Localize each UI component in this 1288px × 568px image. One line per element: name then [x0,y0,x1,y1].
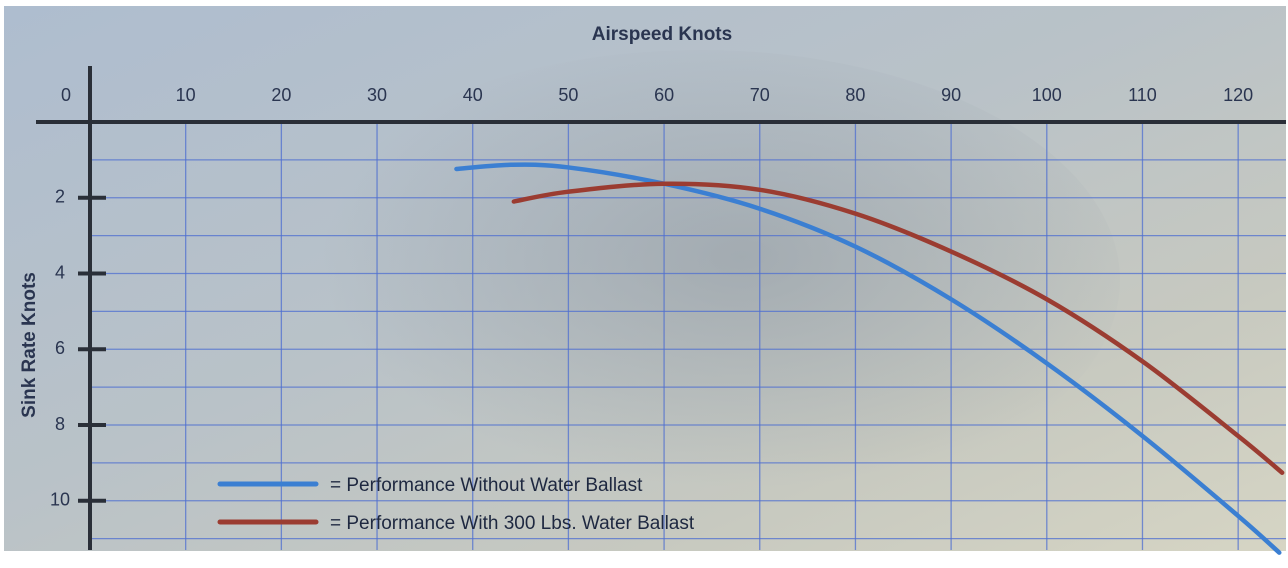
y-tick-label: 4 [55,262,65,282]
lines [454,162,1285,555]
series-line [511,181,1285,475]
x-tick-label: 0 [61,85,71,105]
x-tick-label: 80 [845,85,865,105]
x-tick-label: 110 [1128,85,1157,105]
x-tick-label: 60 [654,85,674,105]
x-tick-label: 90 [941,85,961,105]
x-tick-label: 100 [1032,85,1062,105]
y-tick-label: 8 [55,414,65,434]
x-tick-label: 50 [558,85,578,105]
x-tick-label: 120 [1223,85,1253,105]
y-tick-label: 6 [55,338,65,358]
x-tick-label: 10 [176,85,196,105]
x-axis-title: Airspeed Knots [592,24,732,45]
series-line [454,162,1282,555]
legend: = Performance Without Water Ballast = Per… [217,475,695,534]
y-axis-title: Sink Rate Knots [19,272,40,418]
x-tick-label: 70 [750,85,770,105]
cloud [280,50,1120,510]
legend-label: = Performance Without Water Ballast [330,475,643,496]
x-tick-label: 40 [463,85,483,105]
axes: 0 10 20 30 40 50 60 70 80 90 100 110 120 2 4 6 8 10 [36,66,1286,550]
legend-label: = Performance With 300 Lbs. Water Ballas… [330,513,695,534]
x-tick-label: 30 [367,85,387,105]
y-tick-label: 10 [50,490,70,510]
x-tick-label: 20 [271,85,291,105]
grid [90,122,1286,550]
y-tick-label: 2 [55,187,65,207]
